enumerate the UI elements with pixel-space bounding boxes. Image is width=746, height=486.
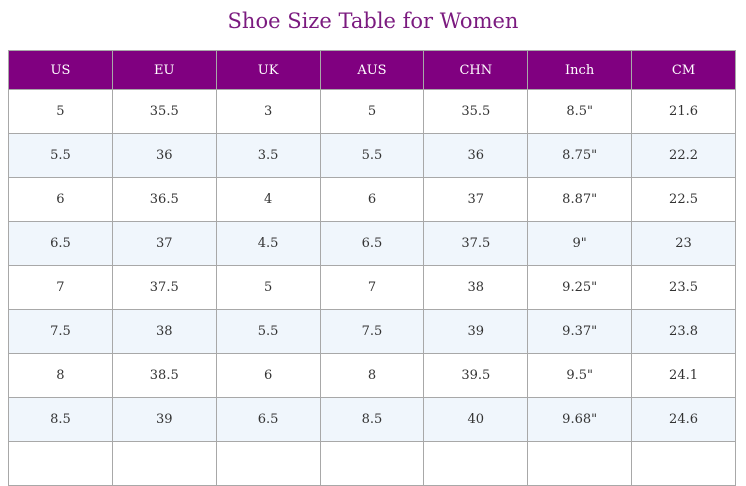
cell-us: 7.5	[8, 309, 113, 354]
cell-uk: 6	[215, 353, 321, 398]
page-title: Shoe Size Table for Women	[227, 9, 519, 33]
cell-us: 7	[8, 265, 113, 310]
cell-inch: 9.37"	[527, 309, 633, 354]
cell-inch: 9.5"	[527, 353, 633, 398]
cell-cm: 21.6	[631, 89, 736, 134]
cell-eu: 36	[111, 133, 217, 178]
table-row: 6.5 37 4.5 6.5 37.5 9" 23	[8, 221, 736, 266]
cell-aus: 6.5	[319, 221, 425, 266]
cell-uk: 3	[215, 89, 321, 134]
cell-uk: 3.5	[215, 133, 321, 178]
cell-us	[8, 441, 113, 486]
column-header-uk: UK	[215, 50, 321, 90]
cell-chn: 36	[423, 133, 529, 178]
cell-uk: 5	[215, 265, 321, 310]
cell-cm: 23	[631, 221, 736, 266]
cell-cm: 23.5	[631, 265, 736, 310]
table-row	[8, 441, 736, 486]
column-header-us: US	[8, 50, 113, 90]
cell-cm: 23.8	[631, 309, 736, 354]
cell-inch: 8.75"	[527, 133, 633, 178]
cell-us: 6.5	[8, 221, 113, 266]
cell-cm	[631, 441, 736, 486]
column-header-chn: CHN	[423, 50, 529, 90]
table-body: 5 35.5 3 5 35.5 8.5" 21.6 5.5 36 3.5 5.5 36 8.75" 22.…	[8, 89, 736, 486]
column-header-eu: EU	[111, 50, 217, 90]
cell-inch: 8.87"	[527, 177, 633, 222]
table-row: 7.5 38 5.5 7.5 39 9.37" 23.8	[8, 309, 736, 354]
table-header: US EU UK AUS CHN Inch CM	[8, 50, 736, 90]
cell-eu: 37.5	[111, 265, 217, 310]
cell-us: 8.5	[8, 397, 113, 442]
cell-aus: 5.5	[319, 133, 425, 178]
cell-uk: 4.5	[215, 221, 321, 266]
column-header-cm: CM	[631, 50, 736, 90]
cell-us: 8	[8, 353, 113, 398]
table-row: 7 37.5 5 7 38 9.25" 23.5	[8, 265, 736, 310]
cell-aus: 7.5	[319, 309, 425, 354]
table-row: 6 36.5 4 6 37 8.87" 22.5	[8, 177, 736, 222]
cell-us: 5.5	[8, 133, 113, 178]
cell-chn: 38	[423, 265, 529, 310]
table-row: 5.5 36 3.5 5.5 36 8.75" 22.2	[8, 133, 736, 178]
cell-eu: 38	[111, 309, 217, 354]
cell-cm: 22.2	[631, 133, 736, 178]
cell-cm: 24.6	[631, 397, 736, 442]
cell-chn: 40	[423, 397, 529, 442]
column-header-aus: AUS	[319, 50, 425, 90]
cell-aus: 8	[319, 353, 425, 398]
cell-aus	[319, 441, 425, 486]
cell-eu: 38.5	[111, 353, 217, 398]
cell-aus: 7	[319, 265, 425, 310]
cell-inch	[527, 441, 633, 486]
cell-uk: 5.5	[215, 309, 321, 354]
cell-aus: 5	[319, 89, 425, 134]
cell-aus: 6	[319, 177, 425, 222]
table-row: 8.5 39 6.5 8.5 40 9.68" 24.6	[8, 397, 736, 442]
cell-inch: 9"	[527, 221, 633, 266]
cell-chn: 35.5	[423, 89, 529, 134]
cell-uk: 6.5	[215, 397, 321, 442]
cell-eu: 35.5	[111, 89, 217, 134]
shoe-size-table: US EU UK AUS CHN Inch CM 5 35.5 3 5 35.5 8.5"…	[8, 50, 736, 486]
cell-us: 5	[8, 89, 113, 134]
cell-chn: 37.5	[423, 221, 529, 266]
cell-eu: 36.5	[111, 177, 217, 222]
cell-uk: 4	[215, 177, 321, 222]
cell-eu: 39	[111, 397, 217, 442]
cell-eu	[111, 441, 217, 486]
cell-inch: 9.25"	[527, 265, 633, 310]
header-row: US EU UK AUS CHN Inch CM	[8, 50, 736, 90]
cell-cm: 22.5	[631, 177, 736, 222]
cell-cm: 24.1	[631, 353, 736, 398]
cell-chn: 39	[423, 309, 529, 354]
cell-inch: 8.5"	[527, 89, 633, 134]
cell-chn: 37	[423, 177, 529, 222]
cell-us: 6	[8, 177, 113, 222]
cell-aus: 8.5	[319, 397, 425, 442]
cell-chn	[423, 441, 529, 486]
column-header-inch: Inch	[527, 50, 633, 90]
cell-inch: 9.68"	[527, 397, 633, 442]
table-row: 5 35.5 3 5 35.5 8.5" 21.6	[8, 89, 736, 134]
table-row: 8 38.5 6 8 39.5 9.5" 24.1	[8, 353, 736, 398]
cell-uk	[215, 441, 321, 486]
cell-chn: 39.5	[423, 353, 529, 398]
cell-eu: 37	[111, 221, 217, 266]
